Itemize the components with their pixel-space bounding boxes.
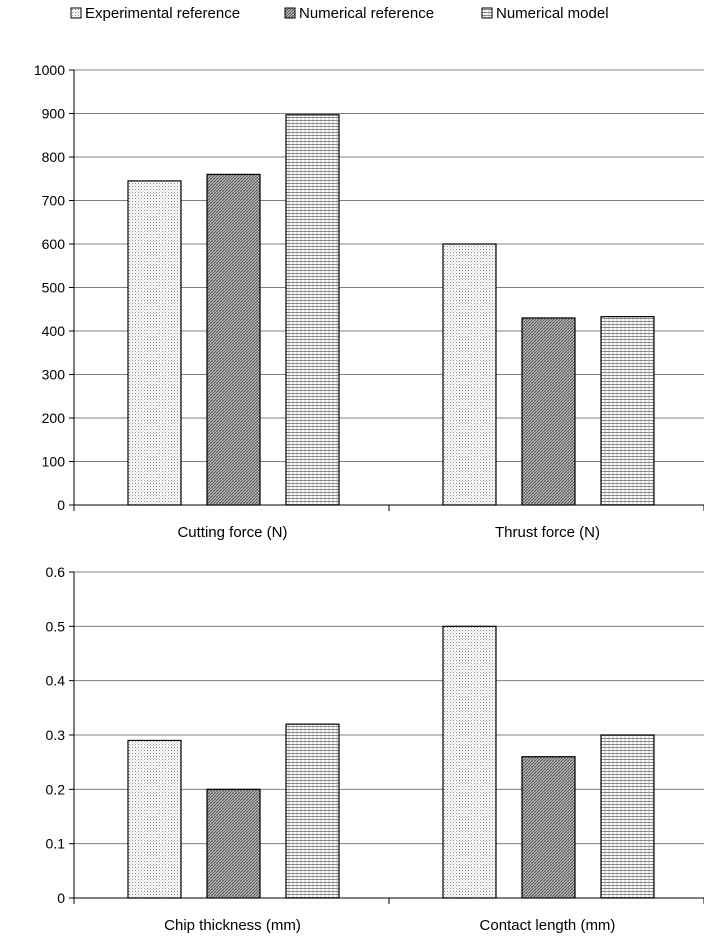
y-tick-label: 0.6 xyxy=(46,564,66,580)
y-tick-label: 500 xyxy=(42,280,66,296)
legend-item-numerical-reference: Numerical reference xyxy=(284,5,434,22)
y-tick-label: 0.4 xyxy=(46,673,66,689)
legend-swatch-numerical-model xyxy=(481,7,493,19)
legend-label-experimental-reference: Experimental reference xyxy=(85,5,240,22)
y-tick-label: 1000 xyxy=(34,62,65,78)
chart-panel-forces: 0 100 200 300 400 500 600 700 800 900 1000 Cutting … xyxy=(34,62,704,541)
y-tick-label: 200 xyxy=(42,410,66,426)
bar-numerical-reference-chip-thickness-mm xyxy=(206,788,261,899)
y-tick-label: 100 xyxy=(42,454,66,470)
legend-item-numerical-model: Numerical model xyxy=(481,5,609,22)
bar-experimental-reference-contact-length-mm xyxy=(442,625,497,899)
y-tick-label: 600 xyxy=(42,236,66,252)
bar-experimental-reference-thrust-force-n xyxy=(442,243,497,506)
legend-swatch-numerical-reference xyxy=(284,7,296,19)
bar-numerical-reference-contact-length-mm xyxy=(521,756,576,899)
y-tick-label: 300 xyxy=(42,367,66,383)
x-category-label: Cutting force (N) xyxy=(177,524,287,541)
y-tick-label: 0.2 xyxy=(46,781,66,797)
bar-numerical-reference-cutting-force-n xyxy=(206,173,261,506)
x-category-label: Thrust force (N) xyxy=(495,524,600,541)
y-tick-label: 0 xyxy=(57,497,65,513)
y-tick-label: 0 xyxy=(57,890,65,906)
y-tick-label: 0.1 xyxy=(46,836,66,852)
legend-item-experimental-reference: Experimental reference xyxy=(70,5,240,22)
x-category-label: Chip thickness (mm) xyxy=(164,917,301,934)
legend: Experimental reference Numerical referen… xyxy=(70,5,609,22)
bar-experimental-reference-chip-thickness-mm xyxy=(127,739,182,899)
bar-numerical-model-chip-thickness-mm xyxy=(285,723,340,899)
y-tick-label: 0.3 xyxy=(46,727,66,743)
bar-experimental-reference-cutting-force-n xyxy=(127,180,182,506)
y-tick-label: 800 xyxy=(42,149,66,165)
bar-numerical-model-thrust-force-n xyxy=(600,316,655,506)
y-tick-label: 700 xyxy=(42,193,66,209)
chart-panel-geometry: 0 0.1 0.2 0.3 0.4 0.5 0.6 Chip thickness (mm) Co… xyxy=(46,564,704,934)
legend-swatch-experimental-reference xyxy=(70,7,82,19)
bar-numerical-model-contact-length-mm xyxy=(600,734,655,899)
y-tick-label: 900 xyxy=(42,106,66,122)
y-tick-label: 0.5 xyxy=(46,618,66,634)
y-tick-label: 400 xyxy=(42,323,66,339)
legend-label-numerical-model: Numerical model xyxy=(496,5,609,22)
x-category-label: Contact length (mm) xyxy=(480,917,616,934)
legend-label-numerical-reference: Numerical reference xyxy=(299,5,434,22)
bar-numerical-model-cutting-force-n xyxy=(285,114,340,506)
bar-numerical-reference-thrust-force-n xyxy=(521,317,576,506)
